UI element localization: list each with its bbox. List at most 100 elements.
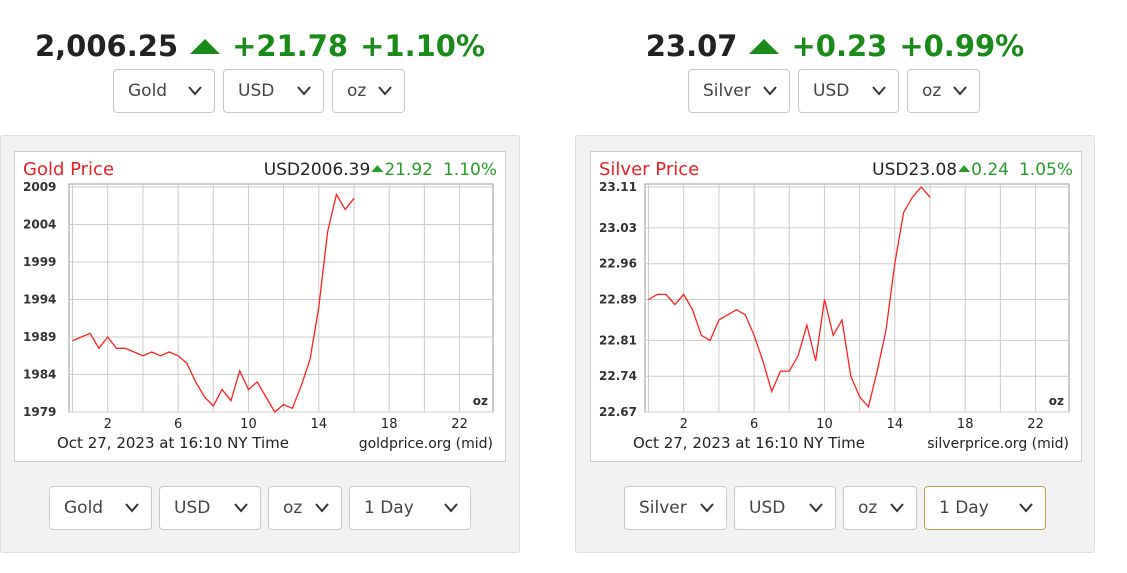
select-value: USD	[813, 81, 850, 101]
footer-right: silverprice.org (mid)	[927, 436, 1069, 452]
chevron-icon	[872, 86, 886, 96]
header-pct: 1.10%	[443, 160, 497, 180]
select[interactable]: USD	[159, 486, 261, 530]
y-tick-label: 23.03	[599, 221, 637, 235]
chevron	[872, 86, 886, 96]
y-tick-label: 1994	[23, 293, 56, 307]
select[interactable]: Gold	[113, 69, 215, 113]
select[interactable]: oz	[843, 486, 917, 530]
change: +21.78	[232, 29, 349, 63]
select-value: Gold	[128, 81, 168, 101]
select[interactable]: USD	[798, 69, 899, 113]
chevron	[890, 503, 904, 513]
chart-panel: 2 6 10 14 18 22 22.67 22.74 22.81 22.89 22.96 23.03…	[575, 135, 1095, 553]
chevron	[809, 503, 823, 513]
chevron-icon	[700, 503, 714, 513]
chevron-icon	[953, 86, 967, 96]
chevron-icon	[444, 503, 458, 513]
chevron-icon	[125, 503, 139, 513]
x-tick-label: 18	[957, 417, 974, 432]
select[interactable]: 1 Day	[924, 486, 1046, 530]
select[interactable]: USD	[734, 486, 836, 530]
plot-area	[68, 183, 494, 413]
y-tick-label: 1989	[23, 330, 56, 344]
x-tick-label: 14	[311, 417, 328, 432]
x-tick-label: 18	[381, 417, 398, 432]
footer-left: Oct 27, 2023 at 16:10 NY Time	[57, 434, 289, 452]
select-value: USD	[749, 498, 786, 518]
price-line	[72, 192, 355, 413]
header-pct: 1.05%	[1019, 160, 1073, 180]
select[interactable]: 1 Day	[349, 486, 471, 530]
chevron	[234, 503, 248, 513]
chevron	[763, 86, 777, 96]
chevron	[315, 503, 329, 513]
y-tick-label: 22.81	[599, 333, 637, 347]
change-pct: +0.99%	[899, 29, 1025, 63]
select[interactable]: oz	[332, 69, 405, 113]
header-change: 21.92	[384, 160, 433, 180]
chevron	[953, 86, 967, 96]
chevron-icon	[188, 86, 202, 96]
select-value: oz	[858, 498, 878, 518]
chevron	[188, 86, 202, 96]
unit-label: oz	[1049, 394, 1064, 408]
x-tick-label: 10	[816, 417, 833, 432]
chevron-icon	[1019, 503, 1033, 513]
chevron-icon	[809, 503, 823, 513]
price-line: 23.07 +0.23 +0.99%	[575, 26, 1095, 66]
select-value: oz	[347, 81, 367, 101]
chevron-icon	[890, 503, 904, 513]
chevron	[1019, 503, 1033, 513]
chevron	[125, 503, 139, 513]
select[interactable]: Silver	[624, 486, 727, 530]
footer-left: Oct 27, 2023 at 16:10 NY Time	[633, 434, 865, 452]
chevron-icon	[234, 503, 248, 513]
chart-box: 2 6 10 14 18 22 22.67 22.74 22.81 22.89 22.96 23.03…	[590, 151, 1082, 462]
chart-title: Gold Price	[23, 159, 114, 180]
select-value: Silver	[639, 498, 687, 518]
select-value: 1 Day	[364, 498, 414, 518]
up-arrow	[749, 39, 780, 54]
y-tick-label: 22.89	[599, 293, 637, 307]
select[interactable]: USD	[223, 69, 324, 113]
select-value: USD	[238, 81, 275, 101]
select-value: USD	[174, 498, 211, 518]
chart-box: 2 6 10 14 18 22 1979 1984 1989 1994 1999 2004 2009 oz…	[14, 151, 506, 462]
price-widget: 2,006.25 +21.78 +1.10% Gold USD oz 2 6 10 14 18 22 1…	[0, 0, 520, 573]
select[interactable]: Gold	[49, 486, 152, 530]
chevron-icon	[378, 86, 392, 96]
price: 23.07	[645, 29, 738, 63]
x-tick-label: 6	[750, 417, 758, 432]
header-arrow	[371, 165, 384, 172]
x-tick-label: 22	[1027, 417, 1044, 432]
select[interactable]: Silver	[688, 69, 790, 113]
y-tick-label: 2004	[23, 218, 56, 232]
price-line	[648, 186, 931, 409]
change-pct: +1.10%	[360, 29, 486, 63]
chevron-icon	[297, 86, 311, 96]
chevron	[444, 503, 458, 513]
chevron-icon	[315, 503, 329, 513]
header-arrow	[958, 165, 971, 172]
x-tick-label: 6	[174, 417, 182, 432]
select-value: 1 Day	[939, 498, 989, 518]
footer-right: goldprice.org (mid)	[359, 436, 493, 452]
price-widget: 23.07 +0.23 +0.99% Silver USD oz 2 6 10 14 18 22 22.…	[575, 0, 1095, 573]
up-arrow-icon	[749, 39, 780, 54]
unit-label: oz	[473, 394, 488, 408]
select[interactable]: oz	[268, 486, 342, 530]
select[interactable]: oz	[907, 69, 980, 113]
chevron	[297, 86, 311, 96]
y-tick-label: 1984	[23, 368, 56, 382]
chevron-icon	[763, 86, 777, 96]
chart-title: Silver Price	[599, 159, 699, 180]
price: 2,006.25	[34, 29, 179, 63]
select-value: Gold	[64, 498, 104, 518]
x-tick-label: 2	[104, 417, 112, 432]
chart: 2 6 10 14 18 22 22.67 22.74 22.81 22.89 22.96 23.03…	[599, 159, 1073, 452]
select-value: Silver	[703, 81, 751, 101]
y-tick-label: 22.96	[599, 257, 637, 271]
header-price: USD23.08	[872, 160, 957, 180]
select-value: oz	[922, 81, 942, 101]
